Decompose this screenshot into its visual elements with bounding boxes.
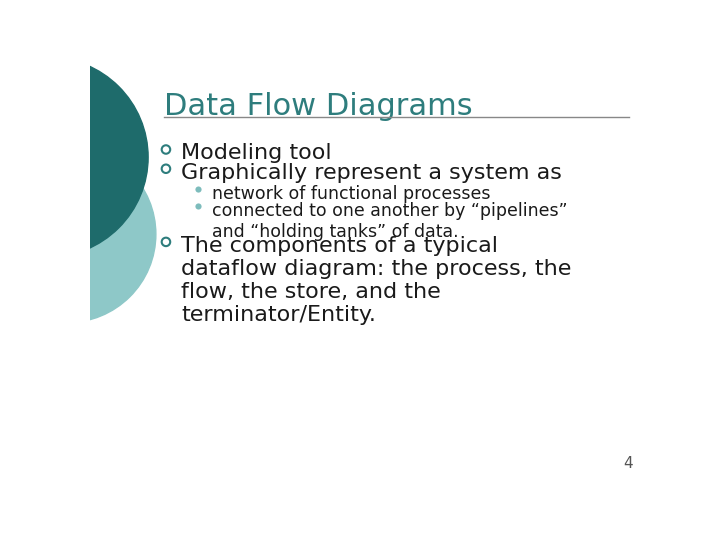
- Circle shape: [0, 57, 148, 257]
- Text: connected to one another by “pipelines”
and “holding tanks” of data.: connected to one another by “pipelines” …: [212, 202, 568, 241]
- Circle shape: [195, 186, 202, 193]
- Text: Modeling tool: Modeling tool: [181, 143, 332, 163]
- Text: 4: 4: [623, 456, 632, 471]
- Text: network of functional processes: network of functional processes: [212, 185, 491, 203]
- Text: The components of a typical
dataflow diagram: the process, the
flow, the store, : The components of a typical dataflow dia…: [181, 236, 572, 325]
- Circle shape: [0, 146, 156, 323]
- Text: Graphically represent a system as: Graphically represent a system as: [181, 163, 562, 183]
- Text: Data Flow Diagrams: Data Flow Diagrams: [163, 92, 472, 121]
- Circle shape: [195, 204, 202, 210]
